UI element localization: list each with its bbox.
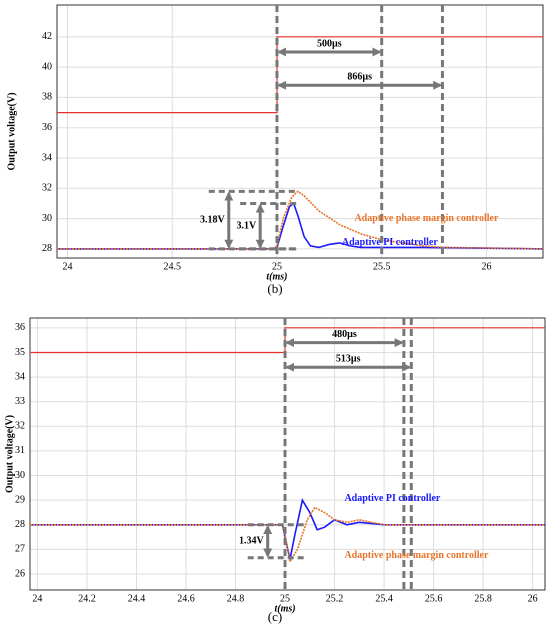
series-line <box>57 36 543 114</box>
x-axis-label: t(ms) <box>266 271 287 282</box>
caption: (c) <box>268 609 282 624</box>
series-line <box>57 202 544 250</box>
y-tick-label: 33 <box>15 396 25 407</box>
x-tick-label: 24.6 <box>177 593 195 604</box>
x-tick-label: 25 <box>280 593 290 604</box>
y-tick-label: 28 <box>42 243 52 254</box>
dimension-label: 480µs <box>332 329 357 340</box>
x-tick-label: 26 <box>481 261 491 272</box>
series-annotation: Adaptive phase margin controller <box>354 213 499 224</box>
y-tick-label: 27 <box>15 544 25 555</box>
series-annotation: Adaptive phase margin controller <box>344 550 489 561</box>
y-tick-label: 32 <box>15 421 25 432</box>
y-tick-label: 36 <box>15 322 25 333</box>
x-tick-label: 25.5 <box>373 261 391 272</box>
y-tick-label: 26 <box>15 568 25 579</box>
x-tick-label: 25 <box>272 261 282 272</box>
dimension-label: 1.34V <box>239 536 265 547</box>
x-tick-label: 24.5 <box>163 261 181 272</box>
x-tick-label: 24 <box>62 261 72 272</box>
x-tick-label: 25.4 <box>375 593 393 604</box>
y-tick-label: 40 <box>42 61 52 72</box>
series-line <box>30 327 545 354</box>
plot-frame <box>56 4 544 259</box>
x-tick-label: 25.8 <box>474 593 492 604</box>
y-tick-label: 28 <box>15 519 25 530</box>
dimension-label: 866µs <box>347 72 372 83</box>
x-tick-label: 24.8 <box>227 593 245 604</box>
y-tick-label: 42 <box>42 31 52 42</box>
caption: (b) <box>267 281 282 296</box>
y-tick-label: 35 <box>15 347 25 358</box>
y-tick-label: 30 <box>15 470 25 481</box>
y-axis-label: Output voltage(V) <box>4 415 15 493</box>
series-line <box>57 190 544 250</box>
y-tick-label: 34 <box>42 152 52 163</box>
y-tick-label: 31 <box>15 445 25 456</box>
y-tick-label: 30 <box>42 213 52 224</box>
dimension-label: 513µs <box>336 354 361 365</box>
y-tick-label: 32 <box>42 183 52 194</box>
x-tick-label: 26 <box>528 593 538 604</box>
y-axis-label: Output voltage(V) <box>6 92 17 170</box>
x-tick-label: 25.6 <box>425 593 443 604</box>
x-tick-label: 24 <box>32 593 42 604</box>
y-tick-label: 34 <box>15 371 25 382</box>
x-axis-label: t(ms) <box>274 603 295 614</box>
y-tick-label: 29 <box>15 494 25 505</box>
x-tick-label: 24.2 <box>78 593 96 604</box>
y-tick-label: 36 <box>42 122 52 133</box>
x-tick-label: 24.4 <box>128 593 146 604</box>
dimension-label: 3.1V <box>236 220 257 231</box>
y-tick-label: 38 <box>42 92 52 103</box>
series-annotation: Adaptive PI controller <box>342 237 438 248</box>
dimension-label: 500µs <box>317 38 342 49</box>
dimension-label: 3.18V <box>200 214 226 225</box>
series-annotation: Adaptive PI controller <box>344 493 440 504</box>
plot-frame <box>29 317 546 591</box>
x-tick-label: 25.2 <box>326 593 344 604</box>
